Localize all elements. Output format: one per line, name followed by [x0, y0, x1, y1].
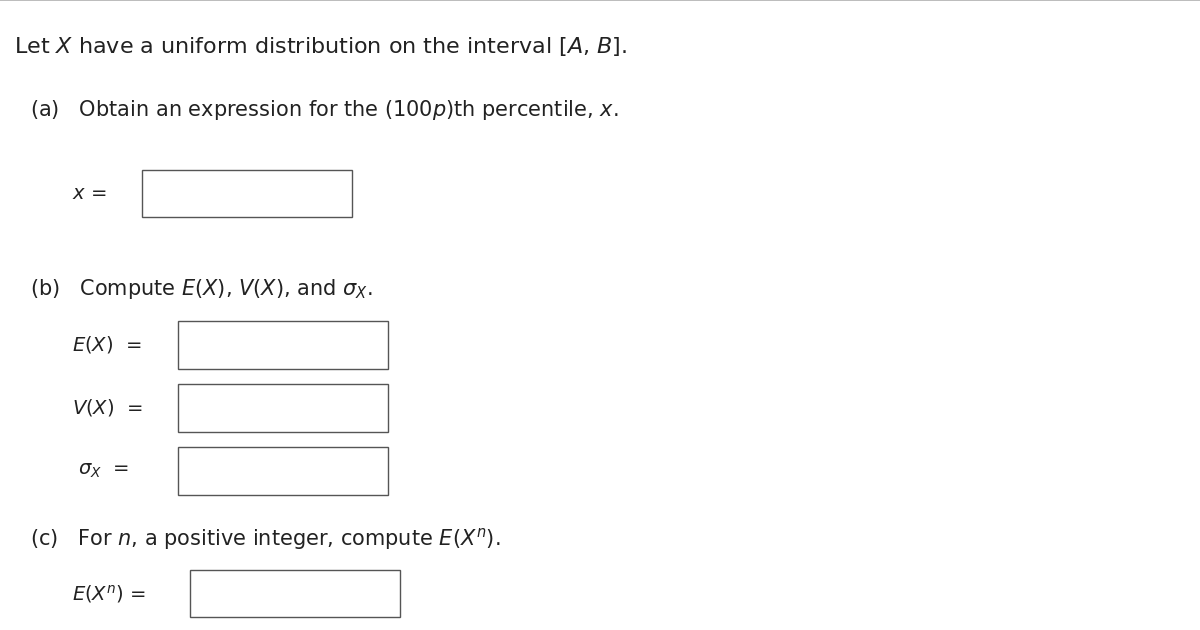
Text: $\sigma_X$  =: $\sigma_X$ = [78, 461, 130, 481]
Text: (c)   For $n$, a positive integer, compute $E$($X^n$).: (c) For $n$, a positive integer, compute… [30, 526, 500, 552]
FancyBboxPatch shape [142, 170, 352, 217]
Text: Let $X$ have a uniform distribution on the interval [$A$, $B$].: Let $X$ have a uniform distribution on t… [14, 35, 628, 58]
Text: $V$($X$)  =: $V$($X$) = [72, 398, 143, 418]
Text: (a)   Obtain an expression for the (100$p$)th percentile, $x$.: (a) Obtain an expression for the (100$p$… [30, 98, 618, 122]
Text: $E$($X^n$) =: $E$($X^n$) = [72, 583, 146, 605]
Text: $E$($X$)  =: $E$($X$) = [72, 335, 142, 355]
FancyBboxPatch shape [178, 321, 388, 369]
FancyBboxPatch shape [178, 447, 388, 495]
Text: $x$ =: $x$ = [72, 184, 107, 203]
Text: (b)   Compute $E$($X$), $V$($X$), and $\sigma_X$.: (b) Compute $E$($X$), $V$($X$), and $\si… [30, 277, 372, 301]
FancyBboxPatch shape [178, 384, 388, 432]
FancyBboxPatch shape [190, 570, 400, 617]
